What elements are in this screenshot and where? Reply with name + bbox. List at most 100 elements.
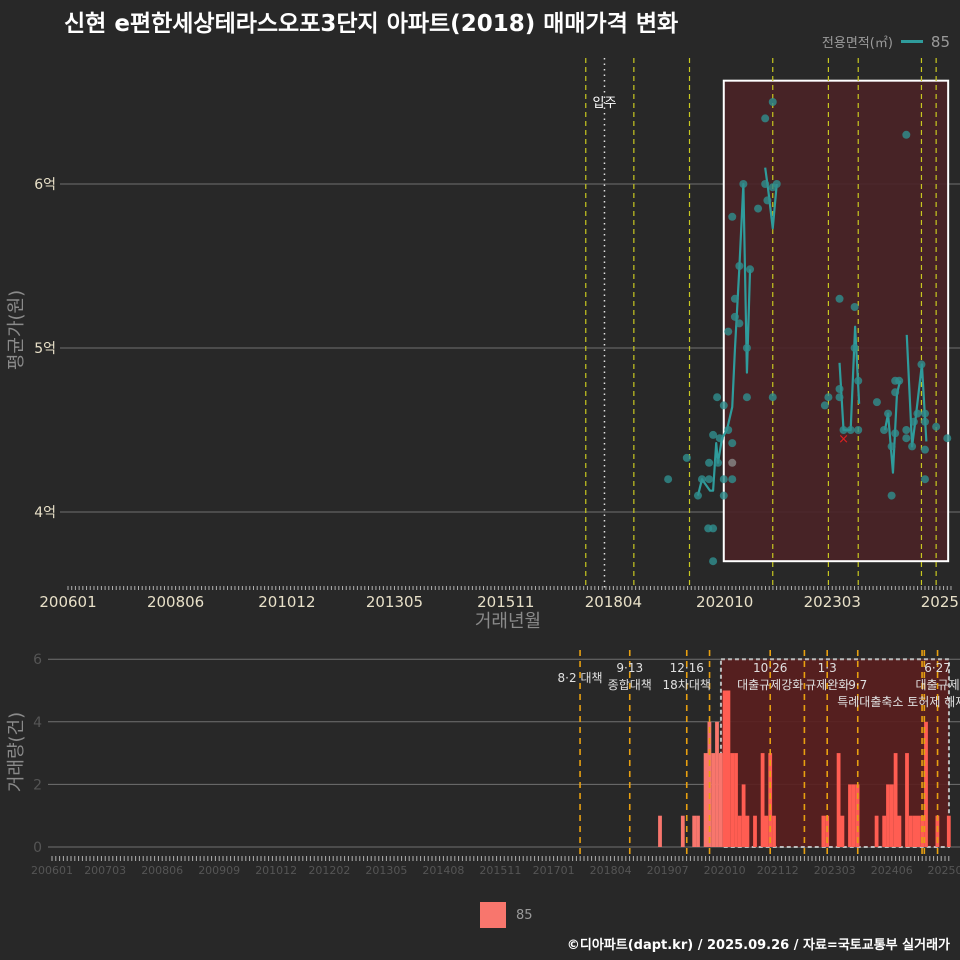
x-tick-label: 2025 xyxy=(921,593,959,611)
price-point xyxy=(835,294,844,303)
x-tick-label: 201907 xyxy=(647,864,689,877)
price-point xyxy=(735,319,744,328)
x-tick-label: 201202 xyxy=(308,864,350,877)
price-point xyxy=(763,196,772,205)
price-point xyxy=(709,557,718,566)
x-tick-label: 202303 xyxy=(804,593,861,611)
y-tick-label: 4 xyxy=(33,715,42,731)
volume-bar xyxy=(836,753,841,847)
price-point xyxy=(768,393,777,402)
y-tick-label: 6 xyxy=(33,652,42,668)
x-tick-label: 201012 xyxy=(258,593,315,611)
x-tick-label: 200601 xyxy=(31,864,73,877)
price-point xyxy=(891,429,900,438)
y-tick-label: 4억 xyxy=(34,505,56,521)
price-point xyxy=(921,445,930,454)
footer-credit: ©디아파트(dapt.kr) / 2025.09.26 / 자료=국토교통부 실… xyxy=(566,938,950,953)
price-point xyxy=(824,393,833,402)
policy-annotation: 1·3 xyxy=(818,661,837,675)
volume-bar xyxy=(692,815,697,847)
x-tick-label: 202303 xyxy=(814,864,856,877)
price-point xyxy=(713,458,722,467)
price-point xyxy=(709,524,718,533)
price-point xyxy=(850,344,859,352)
legend-top: 전용면적(㎡) 85 xyxy=(822,32,950,52)
price-point xyxy=(705,458,714,467)
price-point xyxy=(921,417,930,426)
volume-bar xyxy=(848,784,852,847)
price-point xyxy=(835,393,844,402)
volume-bar xyxy=(897,815,902,847)
volume-bar xyxy=(658,815,662,847)
volume-bar xyxy=(737,815,742,847)
price-point xyxy=(761,180,770,188)
price-point xyxy=(693,491,702,500)
y-tick-label: 2 xyxy=(33,777,42,793)
price-point xyxy=(728,475,737,484)
volume-bar xyxy=(874,815,879,847)
price-point xyxy=(724,426,733,434)
x-tick-label: 202112 xyxy=(757,864,799,877)
trend-line xyxy=(696,182,752,496)
legend-line-swatch xyxy=(900,40,923,43)
price-point xyxy=(902,130,911,139)
price-point xyxy=(719,401,728,410)
price-point xyxy=(902,434,911,443)
price-point xyxy=(697,475,706,484)
volume-bar xyxy=(718,753,723,847)
x-tick-label: 201408 xyxy=(422,864,464,877)
price-point xyxy=(761,114,770,123)
x-tick-label: 201701 xyxy=(533,864,575,877)
volume-bar xyxy=(703,753,708,847)
policy-annotation: 8·2 대책 xyxy=(558,670,603,685)
volume-bar xyxy=(889,784,894,847)
y-tick-label: 6억 xyxy=(34,177,56,193)
price-point xyxy=(724,327,733,336)
price-point xyxy=(839,426,848,434)
volume-bar xyxy=(946,815,951,847)
policy-annotation: 9·7 xyxy=(848,678,867,692)
price-point xyxy=(854,376,863,385)
volume-bar xyxy=(730,753,735,847)
volume-bar xyxy=(882,815,887,847)
volume-bar xyxy=(851,784,856,847)
policy-annotation: 규제완화 xyxy=(805,678,849,692)
price-point xyxy=(872,398,881,407)
volume-bar xyxy=(908,815,913,847)
volume-bar xyxy=(760,753,765,847)
chart-title: 신현 e편한세상테라스오포3단지 아파트(2018) 매매가격 변화 xyxy=(64,11,679,37)
volume-bar xyxy=(745,815,750,847)
volume-bar xyxy=(696,815,700,847)
x-tick-label: 20250 xyxy=(928,864,960,877)
price-point xyxy=(880,426,889,434)
price-point xyxy=(742,344,751,352)
x-tick-label: 200601 xyxy=(39,593,96,611)
price-point xyxy=(713,393,722,402)
y-tick-label: 0 xyxy=(33,840,42,856)
x-tick-label: 200806 xyxy=(147,593,204,611)
price-point xyxy=(820,401,829,410)
cancelled-x-marker: × xyxy=(838,432,849,447)
policy-annotation: 9·13 xyxy=(616,661,643,675)
price-point xyxy=(772,180,781,188)
y-axis-title: 평균가(원) xyxy=(6,290,27,370)
x-tick-label: 201804 xyxy=(590,864,632,877)
x-tick-label: 201511 xyxy=(477,593,534,611)
x-tick-label: 202010 xyxy=(696,593,753,611)
volume-bar xyxy=(764,815,769,847)
price-point xyxy=(908,442,917,451)
price-point xyxy=(850,303,859,311)
x-tick-label: 200909 xyxy=(198,864,240,877)
x-tick-label: 201305 xyxy=(365,864,407,877)
x-tick-label: 201804 xyxy=(585,593,642,611)
y-tick-label: 5억 xyxy=(34,341,56,357)
volume-bar xyxy=(905,753,909,847)
legend-bottom: 85 xyxy=(480,902,533,928)
volume-bar xyxy=(821,815,826,847)
x-tick-label: 202406 xyxy=(871,864,913,877)
price-point xyxy=(835,385,844,393)
x-tick-label: 200703 xyxy=(84,864,126,877)
price-point xyxy=(742,393,751,402)
legend-bar-label: 85 xyxy=(516,907,533,923)
